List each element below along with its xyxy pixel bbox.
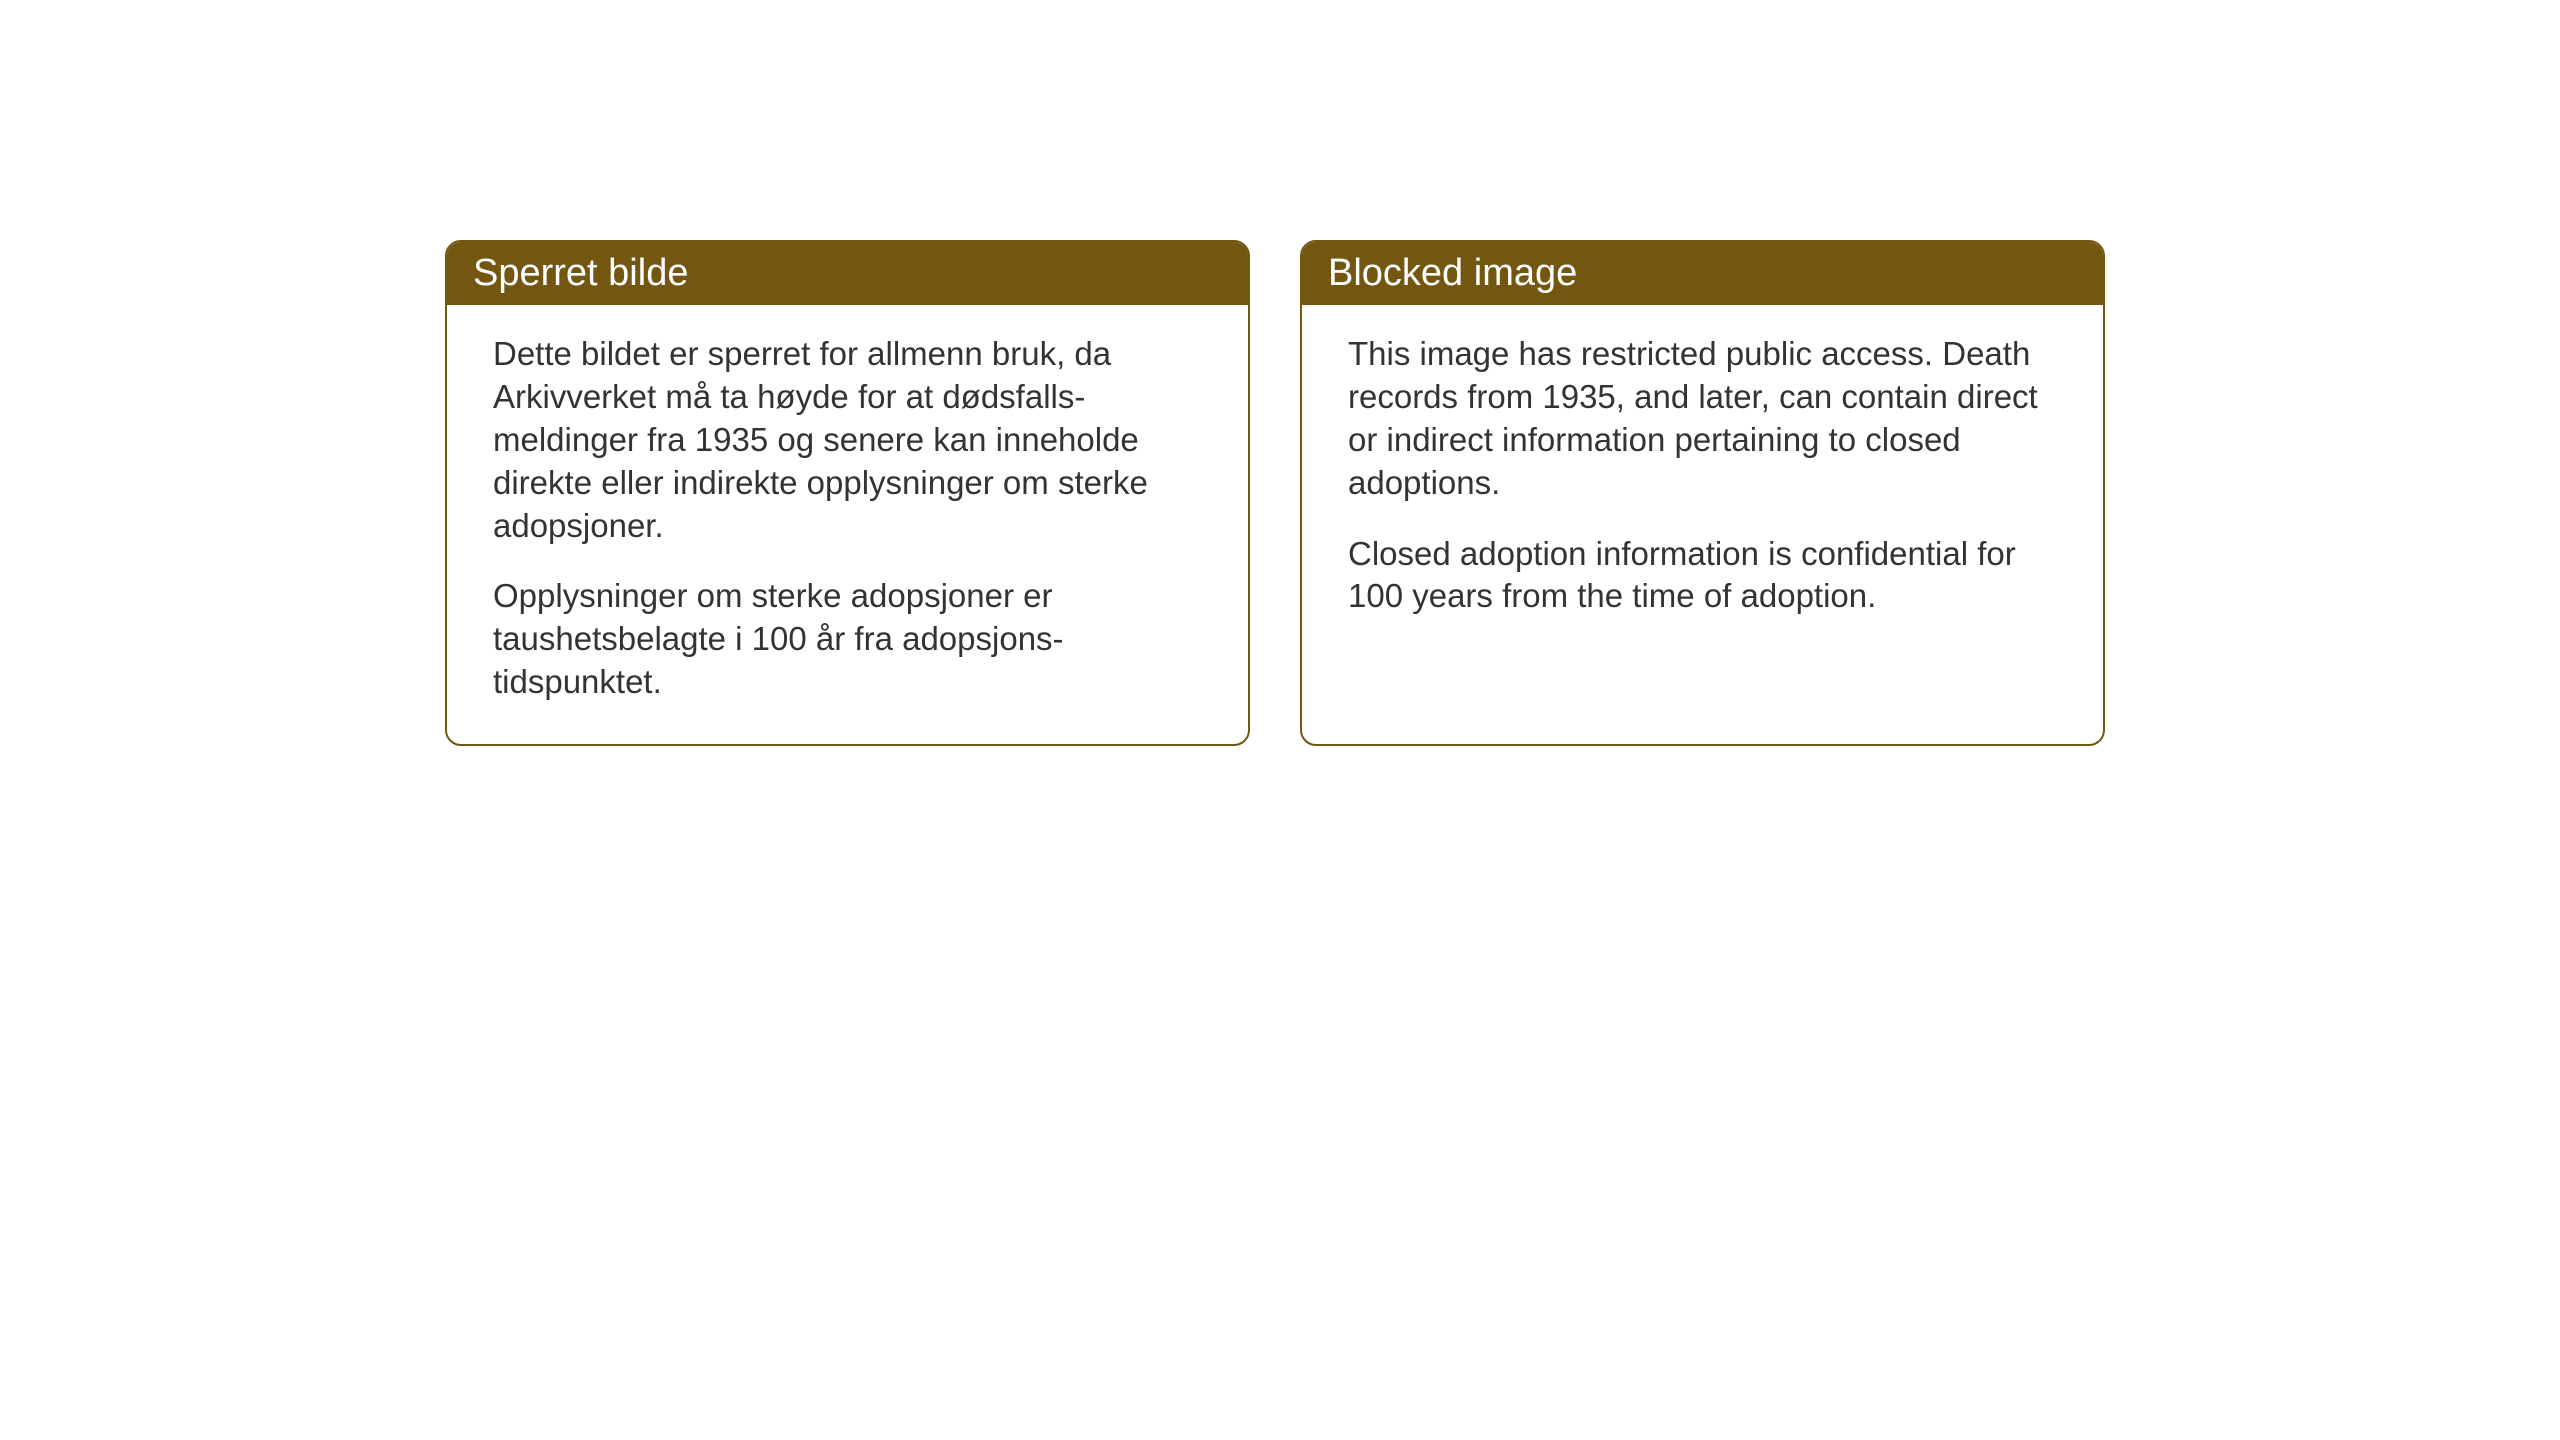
cards-container: Sperret bilde Dette bildet er sperret fo… — [0, 0, 2560, 746]
norwegian-paragraph-2: Opplysninger om sterke adopsjoner er tau… — [493, 575, 1202, 704]
norwegian-card-title: Sperret bilde — [473, 252, 688, 294]
english-paragraph-1: This image has restricted public access.… — [1348, 333, 2057, 505]
norwegian-card-header: Sperret bilde — [447, 242, 1248, 305]
english-card-title: Blocked image — [1328, 252, 1577, 294]
norwegian-card-body: Dette bildet er sperret for allmenn bruk… — [447, 305, 1248, 744]
norwegian-paragraph-1: Dette bildet er sperret for allmenn bruk… — [493, 333, 1202, 547]
english-card-body: This image has restricted public access.… — [1302, 305, 2103, 658]
english-card: Blocked image This image has restricted … — [1300, 240, 2105, 746]
norwegian-card: Sperret bilde Dette bildet er sperret fo… — [445, 240, 1250, 746]
english-paragraph-2: Closed adoption information is confident… — [1348, 533, 2057, 619]
english-card-header: Blocked image — [1302, 242, 2103, 305]
